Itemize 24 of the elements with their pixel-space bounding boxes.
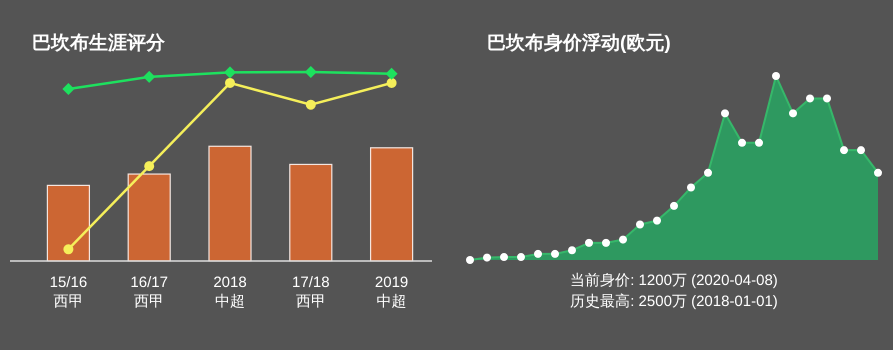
bar [208,146,252,262]
x-tick-label: 2018 中超 [213,274,247,310]
point [224,66,236,78]
x-tick-label: 15/16 西甲 [50,274,88,310]
bar [128,173,171,262]
point [386,78,397,88]
x-tick-label: 17/18 西甲 [292,274,330,310]
point [62,83,74,96]
point [304,66,317,78]
point [63,244,74,254]
text: 历史最高: 2500万 (2018-01-01) [570,293,778,310]
point [386,68,398,80]
x-tick-label: 2019 中超 [374,274,408,310]
point [143,70,156,83]
chart-title: 巴坎布身价浮动(欧元) [487,32,671,54]
point [306,100,316,110]
bar [46,184,90,262]
point [144,161,154,172]
text: 当前身价: 1200万 (2020-04-08) [570,272,778,289]
bar [370,147,414,262]
point [225,78,235,88]
chart-title: 巴坎布生涯评分 [32,32,166,54]
bar [289,164,332,262]
x-tick-label: 16/17 西甲 [130,274,168,310]
